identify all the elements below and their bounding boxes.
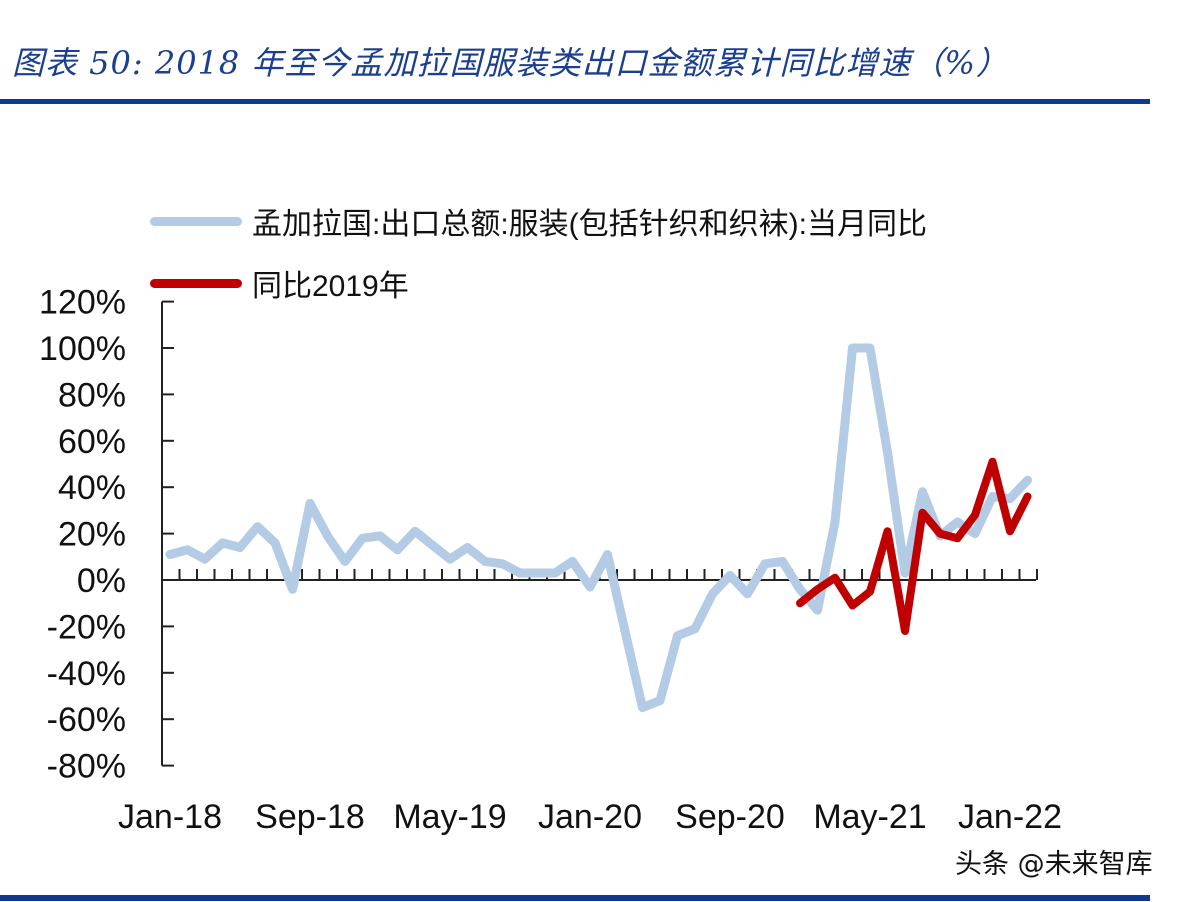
- y-tick-label: 80%: [58, 376, 126, 414]
- x-tick-label: Sep-20: [675, 798, 785, 836]
- legend-label: 孟加拉国:出口总额:服装(包括针织和织袜):当月同比: [252, 208, 927, 241]
- legend-swatch-blue: [150, 216, 242, 226]
- x-tick-label: Jan-22: [958, 798, 1062, 836]
- series-line-vs-2019: [796, 457, 1032, 635]
- y-tick-label: -80%: [47, 748, 126, 786]
- series-line-bangladesh-apparel-yoy: [165, 343, 1032, 713]
- y-tick-label: 20%: [58, 516, 126, 554]
- y-tick-label: 120%: [39, 284, 126, 322]
- y-tick-label: -20%: [47, 608, 126, 646]
- chart-legend: 孟加拉国:出口总额:服装(包括针织和织袜):当月同比 同比2019年: [150, 190, 927, 314]
- y-tick-label: 100%: [39, 330, 126, 368]
- title-divider: [0, 99, 1150, 104]
- x-tick-label: Jan-18: [118, 798, 222, 836]
- y-tick-label: 60%: [58, 423, 126, 461]
- axes: 120% 100% 80% 60% 40% 20% 0% -20% -40% -60% -80% Ja…: [39, 284, 1062, 836]
- x-tick-label: May-19: [393, 798, 506, 836]
- x-tick-label: May-21: [813, 798, 926, 836]
- x-tick-label: Sep-18: [255, 798, 365, 836]
- y-tick-label: -60%: [47, 701, 126, 739]
- y-tick-label: -40%: [47, 655, 126, 693]
- legend-label: 同比2019年: [252, 270, 409, 303]
- watermark: 头条 @未来智库: [955, 849, 1153, 880]
- chart-title: 图表 50: 2018 年至今孟加拉国服装类出口金额累计同比增速（%）: [12, 44, 1009, 82]
- series-lines: [165, 343, 1032, 713]
- y-tick-label: 40%: [58, 469, 126, 507]
- legend-item-bangladesh-apparel-yoy: 孟加拉国:出口总额:服装(包括针织和织袜):当月同比: [150, 190, 927, 252]
- x-tick-label: Jan-20: [538, 798, 642, 836]
- legend-swatch-red: [150, 278, 242, 288]
- bottom-divider: [0, 895, 1150, 901]
- y-tick-label: 0%: [77, 562, 126, 600]
- legend-item-vs-2019: 同比2019年: [150, 252, 927, 314]
